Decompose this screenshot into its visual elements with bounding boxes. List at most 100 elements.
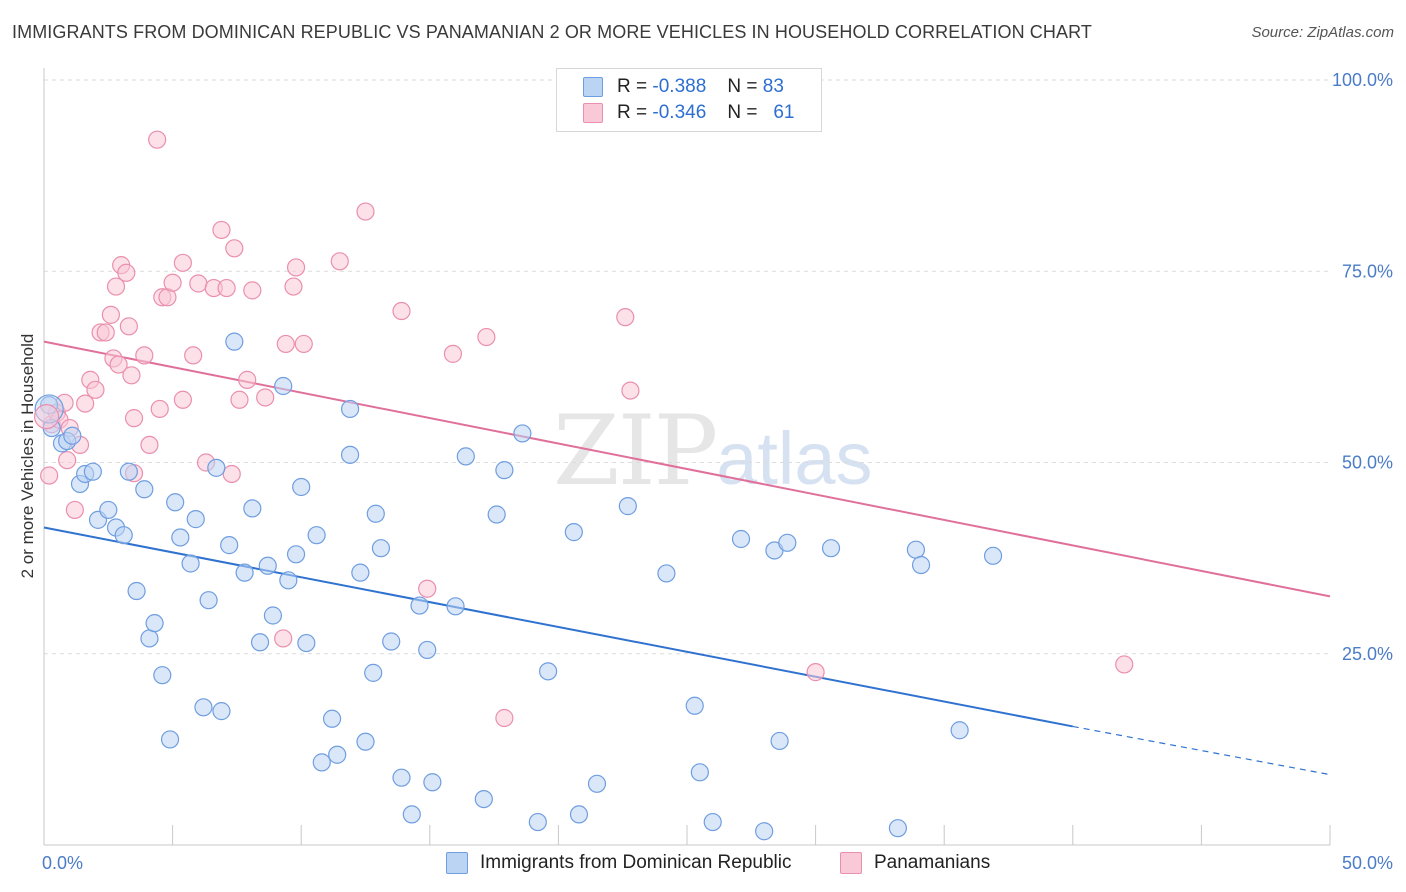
legend-r-label: R = [617, 76, 648, 97]
legend-swatch-dominican [446, 852, 468, 874]
correlation-legend: R = -0.388 N = 83 R = -0.346 N = 61 [556, 68, 822, 132]
point-dominican [99, 500, 118, 520]
axes [43, 68, 1331, 846]
point-panamanian [443, 344, 463, 363]
point-dominican [402, 805, 421, 824]
point-dominican [474, 789, 493, 809]
point-panamanian [238, 370, 257, 389]
point-panamanian [256, 388, 275, 407]
point-dominican [364, 663, 383, 682]
point-panamanian [135, 346, 154, 365]
point-dominican [286, 545, 306, 564]
point-dominican [340, 445, 360, 464]
point-panamanian [274, 629, 293, 648]
point-panamanian [330, 252, 349, 271]
point-panamanian [243, 281, 262, 300]
point-dominican [160, 730, 180, 749]
point-panamanian [117, 263, 136, 282]
legend-row-dominican: R = -0.388 N = 83 [583, 75, 784, 99]
y-tick-label: 100.0% [1332, 70, 1393, 90]
legend-item-dominican: Immigrants from Dominican Republic [446, 852, 792, 874]
point-dominican [225, 332, 244, 351]
point-panamanian [616, 308, 635, 327]
point-dominican [418, 640, 437, 660]
legend-swatch-panamanian [840, 852, 862, 874]
legend-item-panamanian: Panamanians [840, 852, 990, 874]
chart-title: IMMIGRANTS FROM DOMINICAN REPUBLIC VS PA… [12, 22, 1092, 42]
point-panamanian [222, 464, 241, 484]
point-panamanian [76, 394, 95, 413]
point-panamanian [148, 130, 167, 149]
y-tick-label: 25.0% [1342, 644, 1393, 664]
point-dominican [83, 462, 102, 481]
point-panamanian [124, 409, 144, 428]
y-tick-label: 75.0% [1342, 261, 1393, 281]
x-tick-label: 0.0% [42, 853, 83, 873]
watermark-zip: ZIP [553, 395, 718, 507]
point-panamanian [294, 334, 313, 354]
trend-line-dominican [43, 526, 1073, 728]
point-panamanian [122, 366, 141, 385]
point-dominican [297, 633, 316, 653]
trend-lines [43, 340, 1331, 776]
point-dominican [119, 462, 138, 481]
point-panamanian [150, 399, 169, 419]
point-dominican [220, 536, 239, 555]
legend-swatch-dominican [583, 77, 603, 97]
point-panamanian [806, 663, 825, 682]
legend-r-value: -0.388 [652, 76, 707, 97]
legend-row-panamanian: R = -0.346 N = 61 [583, 101, 794, 125]
point-dominican [145, 614, 164, 633]
point-dominican [243, 499, 262, 518]
point-panamanian [33, 404, 60, 430]
point-dominican [356, 732, 375, 751]
point-dominican [906, 540, 926, 559]
point-dominican [950, 721, 969, 740]
point-dominican [366, 504, 385, 523]
point-dominican [250, 633, 270, 652]
point-dominican [351, 563, 370, 582]
series-legend: Immigrants from Dominican Republic Panam… [0, 852, 1406, 878]
point-dominican [456, 447, 475, 466]
point-dominican [703, 812, 722, 832]
point-dominican [166, 493, 185, 512]
point-panamanian [96, 323, 115, 342]
legend-label-dominican: Immigrants from Dominican Republic [480, 852, 792, 873]
point-dominican [888, 819, 908, 838]
point-panamanian [173, 253, 192, 272]
point-panamanian [392, 301, 411, 321]
point-dominican [392, 768, 411, 787]
point-panamanian [101, 305, 120, 324]
point-dominican [690, 763, 709, 782]
point-dominican [171, 528, 190, 547]
watermark: ZIPatlas [553, 395, 873, 507]
legend-n-label: N = [727, 76, 758, 97]
point-dominican [513, 424, 532, 443]
point-dominican [340, 399, 360, 419]
point-dominican [487, 505, 506, 524]
point-panamanian [276, 334, 295, 354]
legend-n-value: 61 [773, 102, 795, 123]
point-panamanian [284, 277, 303, 296]
point-dominican [911, 555, 931, 575]
point-panamanian [356, 202, 375, 221]
point-panamanian [106, 277, 126, 296]
point-dominican [322, 709, 342, 728]
point-dominican [587, 774, 607, 793]
point-panamanian [286, 258, 306, 277]
point-dominican [307, 526, 326, 545]
trend-line-panamanian [43, 340, 1331, 598]
point-dominican [207, 458, 226, 477]
legend-label-panamanian: Panamanians [874, 852, 991, 873]
point-dominican [618, 497, 637, 516]
point-dominican [258, 556, 277, 575]
y-tick-label: 50.0% [1342, 453, 1393, 473]
point-panamanian [1115, 655, 1134, 674]
point-panamanian [163, 273, 182, 292]
axis-labels: 25.0% 50.0% 75.0% 100.0% 0.0% 50.0% 2 or more … [18, 70, 1393, 873]
point-dominican [410, 596, 429, 615]
point-dominican [423, 773, 442, 792]
point-dominican [778, 533, 797, 552]
point-dominican [657, 564, 676, 583]
point-dominican [528, 812, 547, 832]
